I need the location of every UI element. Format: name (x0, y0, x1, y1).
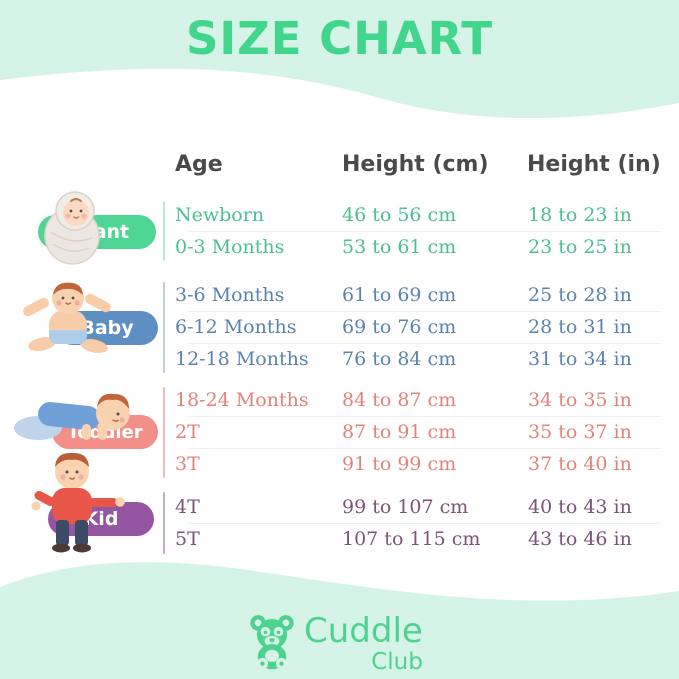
height-cm-cell: 91 to 99 cm (342, 453, 457, 475)
brand-name-primary: Cuddle (304, 611, 423, 651)
brand-wordmark: Cuddle Club (304, 612, 423, 674)
table-row: 6-12 Months 69 to 76 cm 28 to 31 in (175, 311, 661, 343)
row-divider (188, 231, 661, 232)
infant-group-accent-line (163, 201, 165, 261)
table-row: 2T 87 to 91 cm 35 to 37 in (175, 416, 661, 448)
table-row: 12-18 Months 76 to 84 cm 31 to 34 in (175, 343, 661, 375)
height-in-cell: 35 to 37 in (528, 421, 632, 443)
kid-group-label: Kid (83, 508, 119, 530)
row-divider (188, 343, 661, 344)
height-in-cell: 43 to 46 in (528, 528, 632, 550)
crawling-toddler-icon (14, 393, 130, 440)
row-divider (188, 448, 661, 449)
height-in-cell: 34 to 35 in (528, 389, 632, 411)
row-divider (188, 416, 661, 417)
table-row: 5T 107 to 115 cm 43 to 46 in (175, 523, 661, 555)
column-header-height-cm: Height (cm) (342, 152, 489, 177)
age-cell: 6-12 Months (175, 316, 297, 338)
age-cell: 2T (175, 421, 200, 443)
brand-name-secondary: Club (371, 649, 423, 675)
height-in-cell: 23 to 25 in (528, 236, 632, 258)
height-cm-cell: 99 to 107 cm (342, 496, 469, 518)
height-cm-cell: 46 to 56 cm (342, 204, 457, 226)
height-in-cell: 40 to 43 in (528, 496, 632, 518)
column-header-height-in: Height (in) (527, 152, 661, 177)
height-in-cell: 31 to 34 in (528, 348, 632, 370)
row-divider (188, 311, 661, 312)
baby-group-label: Baby (80, 317, 134, 339)
age-cell: 3-6 Months (175, 284, 285, 306)
swaddled-baby-icon (44, 191, 100, 265)
table-row: 18-24 Months 84 to 87 cm 34 to 35 in (175, 384, 661, 416)
toddler-group-accent-line (163, 387, 165, 478)
kid-group-accent-line (163, 492, 165, 554)
age-cell: 12-18 Months (175, 348, 309, 370)
column-header-age: Age (175, 152, 223, 177)
height-in-cell: 18 to 23 in (528, 204, 632, 226)
age-cell: 4T (175, 496, 200, 518)
table-row: 4T 99 to 107 cm 40 to 43 in (175, 491, 661, 523)
age-cell: 0-3 Months (175, 236, 285, 258)
height-cm-cell: 87 to 91 cm (342, 421, 457, 443)
height-cm-cell: 53 to 61 cm (342, 236, 457, 258)
height-cm-cell: 84 to 87 cm (342, 389, 457, 411)
table-row: 3-6 Months 61 to 69 cm 25 to 28 in (175, 279, 661, 311)
age-cell: 5T (175, 528, 200, 550)
row-divider (188, 523, 661, 524)
age-cell: 3T (175, 453, 200, 475)
teddy-bear-icon (250, 615, 294, 670)
height-cm-cell: 107 to 115 cm (342, 528, 481, 550)
height-in-cell: 37 to 40 in (528, 453, 632, 475)
page-title: SIZE CHART (185, 12, 494, 65)
height-cm-cell: 76 to 84 cm (342, 348, 457, 370)
table-row: 3T 91 to 99 cm 37 to 40 in (175, 448, 661, 480)
table-row: Newborn 46 to 56 cm 18 to 23 in (175, 199, 661, 231)
sitting-baby-icon (23, 282, 111, 353)
age-cell: 18-24 Months (175, 389, 309, 411)
table-row: 0-3 Months 53 to 61 cm 23 to 25 in (175, 231, 661, 263)
brand-logo: Cuddle Club (246, 612, 423, 674)
height-in-cell: 28 to 31 in (528, 316, 632, 338)
height-cm-cell: 69 to 76 cm (342, 316, 457, 338)
standing-boy-icon (31, 452, 125, 553)
baby-group-accent-line (163, 282, 165, 373)
age-cell: Newborn (175, 204, 265, 226)
height-in-cell: 25 to 28 in (528, 284, 632, 306)
height-cm-cell: 61 to 69 cm (342, 284, 457, 306)
